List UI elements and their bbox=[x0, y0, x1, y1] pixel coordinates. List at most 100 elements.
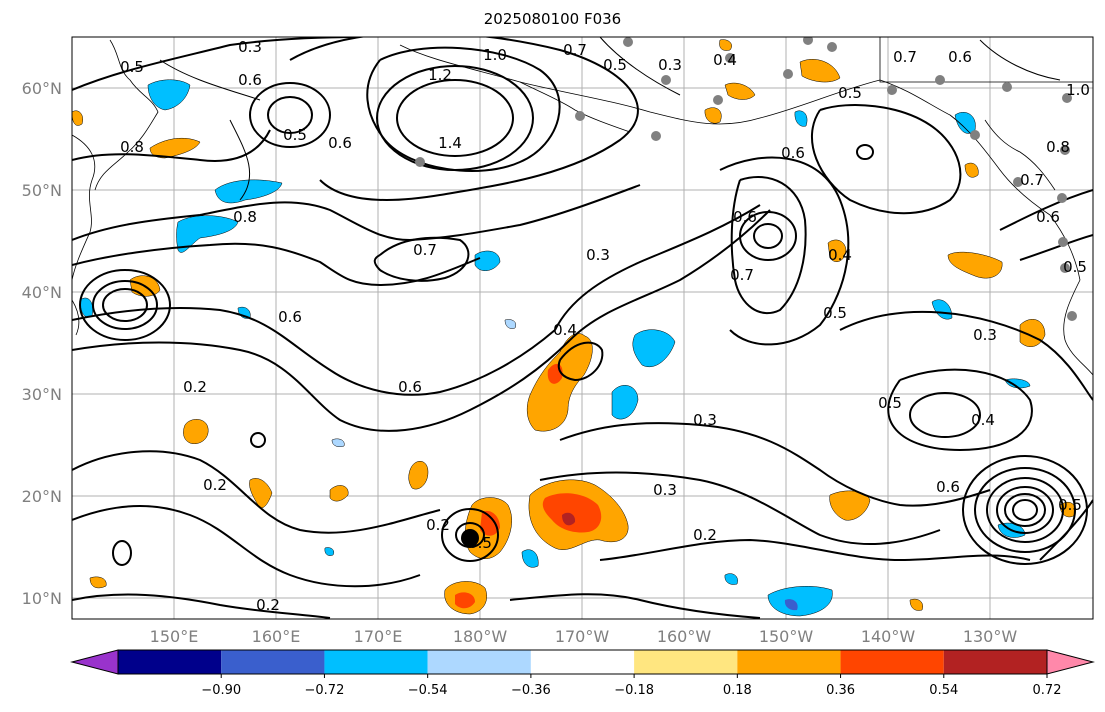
contour-label: 0.2 bbox=[426, 516, 450, 534]
contour-label: 0.5 bbox=[468, 534, 492, 552]
anomaly-blue bbox=[214, 179, 283, 204]
anomaly-mid-blue bbox=[784, 599, 798, 611]
station-marker bbox=[970, 130, 980, 140]
anomaly-orange bbox=[704, 107, 722, 124]
longitude-label: 130°W bbox=[963, 627, 1018, 646]
colorbar-tick-label: 0.18 bbox=[723, 683, 752, 698]
station-marker bbox=[651, 131, 661, 141]
contour-label: 0.6 bbox=[948, 48, 972, 66]
contour-label: 0.6 bbox=[278, 308, 302, 326]
anomaly-blue bbox=[724, 573, 738, 585]
contour-label: 0.5 bbox=[120, 58, 144, 76]
anomaly-blue bbox=[521, 549, 539, 568]
contour-label: 0.6 bbox=[733, 208, 757, 226]
station-markers bbox=[415, 37, 1077, 321]
contour-label: 0.2 bbox=[183, 378, 207, 396]
contour-label: 0.2 bbox=[256, 596, 280, 614]
contour-label: 0.6 bbox=[238, 71, 262, 89]
contour-label: 0.8 bbox=[1046, 138, 1070, 156]
anomaly-blue bbox=[176, 215, 239, 253]
colorbar-extend-high bbox=[1046, 649, 1095, 675]
station-marker bbox=[1013, 177, 1023, 187]
contour-label: 0.5 bbox=[823, 304, 847, 322]
longitude-label: 150°E bbox=[150, 627, 199, 646]
contour-label: 1.4 bbox=[438, 134, 462, 152]
station-marker bbox=[575, 111, 585, 121]
contour-label: 0.3 bbox=[238, 38, 262, 56]
colorbar-segment bbox=[221, 650, 325, 674]
contour-label: 0.6 bbox=[398, 378, 422, 396]
colorbar-tick-label: 0.72 bbox=[1033, 683, 1062, 698]
contour-lines bbox=[72, 37, 1093, 619]
colorbar-segment bbox=[634, 650, 738, 674]
anomaly-dark-red bbox=[562, 512, 576, 526]
anomaly-orange bbox=[827, 239, 847, 262]
station-marker bbox=[713, 95, 723, 105]
gridlines bbox=[72, 37, 1093, 619]
contour-label: 0.2 bbox=[693, 526, 717, 544]
station-marker bbox=[783, 69, 793, 79]
contour-label: 0.2 bbox=[203, 476, 227, 494]
contour-label: 0.4 bbox=[713, 51, 737, 69]
anomaly-orange bbox=[72, 110, 83, 126]
coastlines bbox=[72, 37, 1093, 376]
colorbar-segment bbox=[530, 650, 635, 674]
contour-label: 0.5 bbox=[283, 126, 307, 144]
contour-label: 0.3 bbox=[658, 56, 682, 74]
anomaly-blue bbox=[611, 385, 639, 420]
map-frame bbox=[71, 36, 1094, 620]
longitude-label: 150°W bbox=[759, 627, 814, 646]
anomaly-orange bbox=[183, 419, 209, 444]
latitude-label: 20°N bbox=[22, 487, 62, 506]
contour-label: 0.6 bbox=[328, 134, 352, 152]
contour-label: 0.5 bbox=[1063, 258, 1087, 276]
anomaly-blue bbox=[147, 79, 191, 111]
colorbar-extend-low bbox=[70, 649, 119, 675]
contour-label: 1.0 bbox=[483, 46, 507, 64]
contour-label: 0.4 bbox=[971, 411, 995, 429]
anomaly-orange bbox=[947, 251, 1003, 279]
station-marker bbox=[935, 75, 945, 85]
colorbar-tick-label: −0.90 bbox=[201, 683, 241, 698]
contour-labels: 0.3 0.5 0.6 0.8 0.5 0.6 1.0 1.2 1.4 0.7 0.5 0.3 0.4 0… bbox=[120, 38, 1090, 614]
anomaly-blue bbox=[767, 586, 833, 617]
anomaly-orange bbox=[526, 333, 593, 432]
station-marker bbox=[1058, 237, 1068, 247]
station-marker bbox=[1067, 311, 1077, 321]
station-marker bbox=[1060, 263, 1070, 273]
contour-label: 0.7 bbox=[413, 241, 437, 259]
colorbar-tick-label: −0.18 bbox=[614, 683, 654, 698]
anomaly-orange bbox=[249, 478, 273, 509]
station-marker bbox=[1057, 193, 1067, 203]
contour-label: 0.6 bbox=[936, 478, 960, 496]
station-marker bbox=[661, 75, 671, 85]
anomaly-blue bbox=[794, 110, 808, 127]
colorbar-segment bbox=[118, 650, 222, 674]
contour-label: 1.2 bbox=[428, 66, 452, 84]
station-marker bbox=[803, 37, 813, 45]
contour-label: 0.3 bbox=[973, 326, 997, 344]
contour-label: 0.6 bbox=[1036, 208, 1060, 226]
colorbar-segment bbox=[427, 650, 531, 674]
map-content: 0.3 0.5 0.6 0.8 0.5 0.6 1.0 1.2 1.4 0.7 0.5 0.3 0.4 0… bbox=[72, 37, 1093, 619]
colorbar-segment bbox=[840, 650, 944, 674]
longitude-label: 170°W bbox=[555, 627, 610, 646]
contour-label: 0.3 bbox=[586, 246, 610, 264]
longitude-label: 170°E bbox=[354, 627, 403, 646]
contour-label: 0.4 bbox=[553, 321, 577, 339]
station-marker bbox=[827, 42, 837, 52]
anomaly-blue bbox=[1004, 378, 1031, 389]
colorbar-tick-labels: −0.90 −0.72 −0.54 −0.36 −0.18 0.18 0.36 0.54 0.7… bbox=[201, 674, 1062, 698]
anomaly-blue bbox=[632, 329, 676, 367]
contour-label: 0.8 bbox=[233, 208, 257, 226]
contour-label: 0.7 bbox=[730, 266, 754, 284]
contour-label: 0.5 bbox=[1058, 496, 1082, 514]
contour-label: 0.5 bbox=[878, 394, 902, 412]
station-marker bbox=[623, 37, 633, 47]
contour-label: 0.7 bbox=[893, 48, 917, 66]
contour-label: 0.4 bbox=[828, 246, 852, 264]
contour-label: 0.7 bbox=[563, 41, 587, 59]
latitude-label: 40°N bbox=[22, 283, 62, 302]
anomaly-orange bbox=[89, 576, 107, 589]
